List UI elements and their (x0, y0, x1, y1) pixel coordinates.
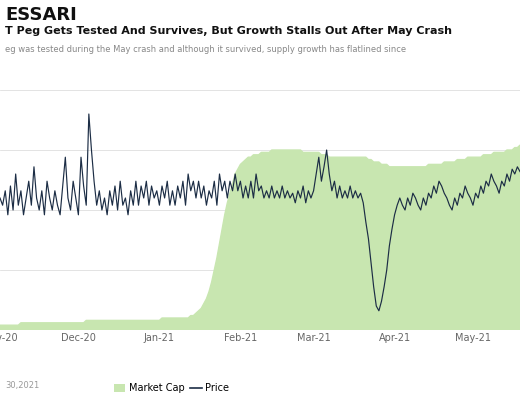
Text: T Peg Gets Tested And Survives, But Growth Stalls Out After May Crash: T Peg Gets Tested And Survives, But Grow… (5, 26, 452, 36)
Text: eg was tested during the May crash and although it survived, supply growth has f: eg was tested during the May crash and a… (5, 45, 406, 54)
Text: 30,2021: 30,2021 (5, 381, 40, 390)
Text: ESSARI: ESSARI (5, 6, 77, 24)
Legend: Market Cap, Price: Market Cap, Price (110, 379, 233, 397)
